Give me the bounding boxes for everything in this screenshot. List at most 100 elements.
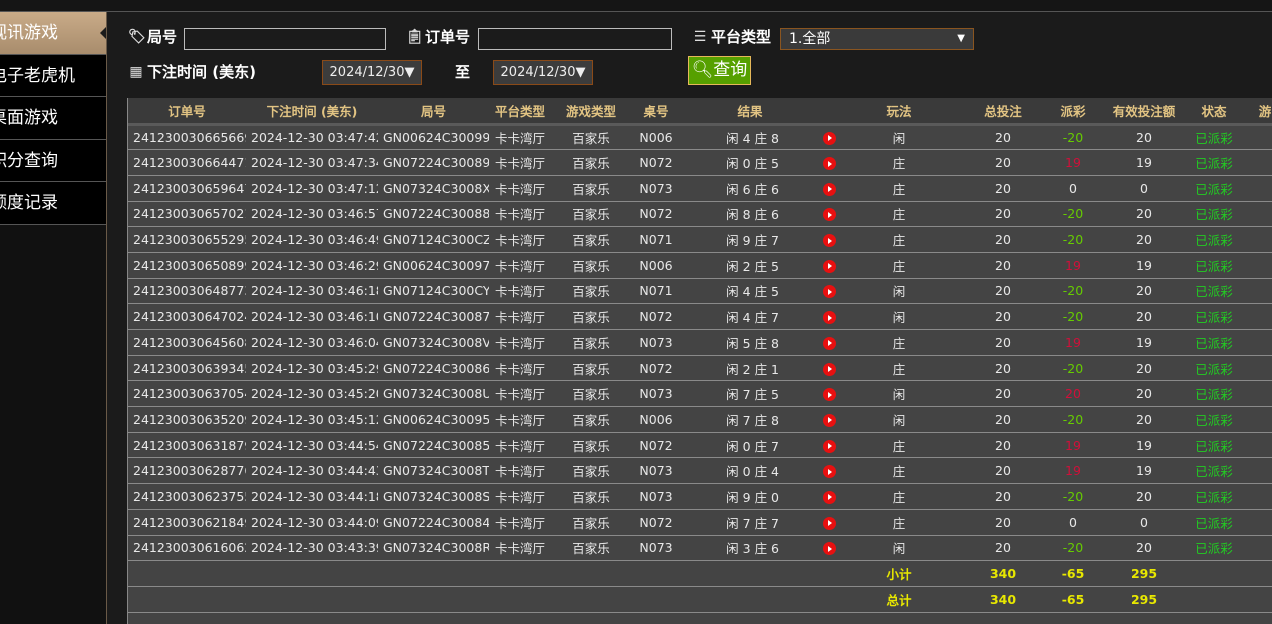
play-video-icon[interactable] <box>822 388 836 402</box>
header-replay <box>819 98 839 126</box>
table-row[interactable]: 241230030657021 2024-12-30 03:46:57 GN0722… <box>128 201 1272 228</box>
play-video-icon[interactable] <box>822 208 836 222</box>
cell-bet-time: 2024-12-30 03:46:57 <box>246 201 378 228</box>
play-video-icon[interactable] <box>822 285 836 299</box>
play-video-icon[interactable] <box>822 311 836 325</box>
replay-cell <box>819 380 839 408</box>
table-row[interactable]: 241230030650899 2024-12-30 03:46:29 GN0062… <box>128 252 1272 279</box>
sidebar-item-points-query[interactable]: 积分查询 <box>0 139 106 183</box>
table-row[interactable]: 241230030639345 2024-12-30 03:45:29 GN0722… <box>128 355 1272 382</box>
cell-bet-type: 闲 <box>839 303 959 330</box>
cell-round-no: GN07124C300CY <box>378 278 489 305</box>
table-row[interactable]: 241230030655295 2024-12-30 03:46:49 GN0712… <box>128 226 1272 253</box>
cell-status: 已派彩 <box>1189 355 1239 382</box>
cell-order-no: 241230030616062 <box>128 535 246 562</box>
replay-cell <box>819 509 839 536</box>
play-video-icon[interactable] <box>822 259 836 273</box>
header-order-no: 订单号 <box>128 98 246 126</box>
platform-label-text: 平台类型 <box>711 28 772 46</box>
play-video-icon[interactable] <box>822 465 836 479</box>
cell-valid-bet: 20 <box>1099 226 1189 253</box>
cell-payout: -20 <box>1047 303 1099 330</box>
table-row[interactable]: 241230030635209 2024-12-30 03:45:12 GN0062… <box>128 406 1272 433</box>
round-filter-label: 🏷︎ 局号 <box>128 26 177 47</box>
play-video-icon[interactable] <box>822 413 836 427</box>
cell-total-bet: 20 <box>959 252 1047 279</box>
cell-total-bet: 20 <box>959 483 1047 510</box>
platform-select[interactable]: 1.全部 ▼ <box>780 28 974 50</box>
cell-game <box>1239 278 1272 305</box>
cell-order-no: 241230030657021 <box>128 201 246 228</box>
header-table-no: 桌号 <box>631 98 681 126</box>
table-row[interactable]: 241230030665669 2024-12-30 03:47:42 GN0062… <box>128 124 1272 151</box>
tag-icon: 🏷︎ <box>128 28 146 45</box>
cell-game <box>1239 509 1272 536</box>
table-row[interactable]: 241230030637054 2024-12-30 03:45:20 GN0732… <box>128 380 1272 408</box>
table-row[interactable]: 241230030647024 2024-12-30 03:46:10 GN0722… <box>128 303 1272 330</box>
cell-result: 闲 9 庄 0 <box>681 483 819 510</box>
cell-bet-time: 2024-12-30 03:45:20 <box>246 380 378 408</box>
cell-valid-bet: 0 <box>1099 175 1189 202</box>
round-input[interactable] <box>184 28 386 50</box>
play-video-icon[interactable] <box>822 542 836 556</box>
date-to-picker[interactable]: 2024/12/30▼ <box>493 60 593 85</box>
play-video-icon[interactable] <box>822 131 836 145</box>
cell-game-type: 百家乐 <box>551 303 631 330</box>
table-row[interactable]: 241230030628776 2024-12-30 03:44:43 GN0732… <box>128 457 1272 485</box>
cell-game-type: 百家乐 <box>551 457 631 485</box>
table-row[interactable]: 241230030631879 2024-12-30 03:44:54 GN0722… <box>128 432 1272 459</box>
table-row[interactable]: 241230030648773 2024-12-30 03:46:18 GN0712… <box>128 278 1272 305</box>
cell-total-bet: 20 <box>959 380 1047 408</box>
cell-bet-type: 庄 <box>839 355 959 382</box>
sidebar-item-slots[interactable]: 电子老虎机 <box>0 54 106 98</box>
cell-order-no: 241230030631879 <box>128 432 246 459</box>
cell-total-bet: 20 <box>959 149 1047 176</box>
cell-game-type: 百家乐 <box>551 175 631 202</box>
cell-payout: 19 <box>1047 149 1099 176</box>
cell-round-no: GN07124C300CZ <box>378 226 489 253</box>
table-row[interactable]: 241230030645608 2024-12-30 03:46:04 GN0732… <box>128 329 1272 356</box>
cell-round-no: GN07224C30088 <box>378 201 489 228</box>
cell-round-no: GN07224C30084 <box>378 509 489 536</box>
cell-table-no: N073 <box>631 535 681 562</box>
sidebar-item-live-games[interactable]: 视讯游戏 <box>0 12 106 55</box>
cell-result: 闲 2 庄 5 <box>681 252 819 279</box>
play-video-icon[interactable] <box>822 516 836 530</box>
play-video-icon[interactable] <box>822 362 836 376</box>
cell-total-bet: 20 <box>959 278 1047 305</box>
cell-bet-time: 2024-12-30 03:46:49 <box>246 226 378 253</box>
play-video-icon[interactable] <box>822 182 836 196</box>
cell-result: 闲 3 庄 6 <box>681 535 819 562</box>
sidebar-item-credit-records[interactable]: 额度记录 <box>0 182 106 225</box>
cell-platform: 卡卡湾厅 <box>489 149 551 176</box>
play-video-icon[interactable] <box>822 336 836 350</box>
order-input[interactable] <box>478 28 672 50</box>
cell-game-type: 百家乐 <box>551 252 631 279</box>
cell-platform: 卡卡湾厅 <box>489 252 551 279</box>
cell-platform: 卡卡湾厅 <box>489 457 551 485</box>
header-bet-type: 玩法 <box>839 98 959 126</box>
play-video-icon[interactable] <box>822 157 836 171</box>
query-button[interactable]: 🔍︎查询 <box>688 56 751 85</box>
sidebar-item-table-games[interactable]: 桌面游戏 <box>0 97 106 140</box>
table-row[interactable]: 241230030616062 2024-12-30 03:43:39 GN0732… <box>128 535 1272 562</box>
cell-platform: 卡卡湾厅 <box>489 380 551 408</box>
cell-order-no: 241230030637054 <box>128 380 246 408</box>
table-row[interactable]: 241230030664471 2024-12-30 03:47:34 GN0722… <box>128 149 1272 176</box>
cell-bet-type: 庄 <box>839 226 959 253</box>
table-row[interactable]: 241230030621849 2024-12-30 03:44:09 GN0722… <box>128 509 1272 536</box>
play-video-icon[interactable] <box>822 234 836 248</box>
replay-cell <box>819 175 839 202</box>
date-from-picker[interactable]: 2024/12/30▼ <box>322 60 422 85</box>
cell-round-no: GN07324C3008S <box>378 483 489 510</box>
table-row[interactable]: 241230030623755 2024-12-30 03:44:18 GN0732… <box>128 483 1272 510</box>
table-row[interactable]: 241230030659647 2024-12-30 03:47:12 GN0732… <box>128 175 1272 202</box>
cell-game-type: 百家乐 <box>551 124 631 151</box>
cell-result: 闲 0 庄 4 <box>681 457 819 485</box>
cell-status: 已派彩 <box>1189 406 1239 433</box>
list-icon: ☰ <box>693 28 707 45</box>
cell-status: 已派彩 <box>1189 124 1239 151</box>
cell-payout: 19 <box>1047 457 1099 485</box>
play-video-icon[interactable] <box>822 490 836 504</box>
play-video-icon[interactable] <box>822 439 836 453</box>
